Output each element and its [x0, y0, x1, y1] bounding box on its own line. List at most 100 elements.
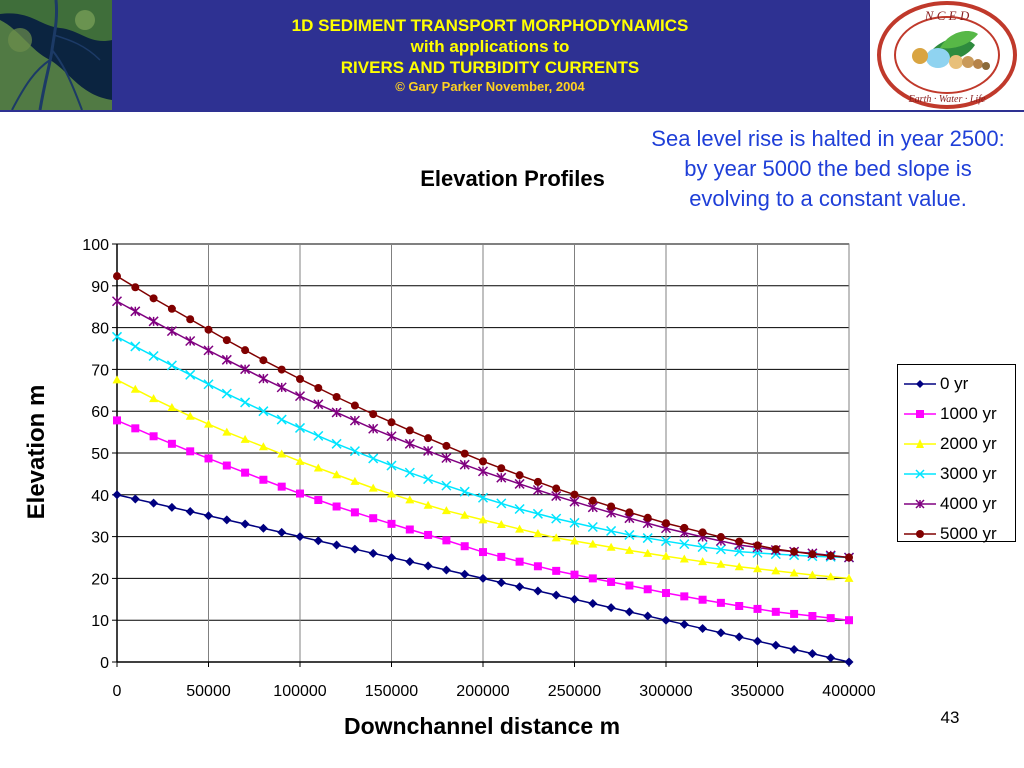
legend-item: 2000 yr: [904, 429, 1015, 459]
data-point-1000-yr: [588, 574, 597, 583]
y-tick-label: 50: [91, 446, 109, 463]
data-point-4000-yr: [203, 345, 214, 356]
x-tick-label: 100000: [273, 683, 326, 700]
data-point-5000-yr: [662, 519, 670, 528]
data-point-3000-yr: [368, 453, 379, 464]
data-point-3000-yr: [221, 388, 232, 399]
data-point-5000-yr: [808, 550, 817, 559]
data-point-3000-yr: [569, 517, 580, 528]
x-tick-label: 200000: [456, 683, 509, 700]
data-point-4000-yr: [496, 472, 507, 483]
data-point-1000-yr: [241, 468, 250, 477]
data-point-2000-yr: [423, 500, 433, 509]
data-point-0-yr: [570, 594, 579, 604]
data-point-2000-yr: [606, 542, 616, 551]
data-point-3000-yr: [679, 539, 690, 550]
data-point-3000-yr: [185, 369, 196, 380]
data-point-1000-yr: [332, 502, 341, 511]
data-point-3000-yr: [386, 460, 397, 471]
y-tick-label: 30: [91, 530, 109, 547]
data-point-4000-yr: [514, 478, 525, 489]
data-point-2000-yr: [771, 566, 781, 575]
data-point-4000-yr: [294, 391, 306, 402]
data-point-1000-yr: [479, 548, 487, 557]
header-title-line3: RIVERS AND TURBIDITY CURRENTS: [340, 57, 640, 77]
y-tick-label: 0: [100, 655, 109, 672]
data-point-2000-yr: [496, 519, 506, 528]
data-point-1000-yr: [625, 581, 634, 590]
data-point-2000-yr: [149, 394, 159, 403]
data-point-1000-yr: [204, 454, 213, 463]
data-point-1000-yr: [790, 609, 799, 618]
data-point-1000-yr: [607, 577, 616, 586]
legend-item: 5000 yr: [904, 519, 1015, 549]
legend-label: 3000 yr: [940, 464, 997, 483]
data-point-4000-yr: [423, 445, 434, 456]
data-point-0-yr: [496, 578, 506, 588]
data-point-5000-yr: [277, 365, 286, 374]
y-tick-label: 40: [91, 488, 109, 505]
data-point-5000-yr: [735, 537, 744, 546]
data-point-4000-yr: [477, 466, 489, 477]
header-copyright: © Gary Parker November, 2004: [395, 78, 585, 94]
data-point-3000-yr: [551, 513, 562, 524]
data-point-0-yr: [332, 540, 342, 550]
data-point-2000-yr: [789, 568, 799, 577]
data-point-1000-yr: [314, 496, 323, 505]
data-point-5000-yr: [222, 336, 231, 345]
data-point-0-yr: [588, 598, 598, 608]
data-point-1000-yr: [515, 557, 524, 566]
data-point-1000-yr: [735, 601, 744, 610]
data-point-4000-yr: [532, 484, 543, 496]
data-point-1000-yr: [808, 612, 817, 621]
data-point-2000-yr: [167, 402, 177, 411]
data-point-3000-yr: [258, 406, 269, 417]
data-point-2000-yr: [112, 375, 122, 384]
data-point-5000-yr: [314, 384, 323, 393]
x-tick-label: 300000: [639, 683, 692, 700]
data-point-0-yr: [295, 532, 305, 542]
data-point-5000-yr: [350, 401, 359, 410]
data-point-4000-yr: [276, 382, 287, 393]
data-point-1000-yr: [442, 536, 451, 545]
data-point-3000-yr: [130, 341, 141, 352]
data-point-1000-yr: [222, 461, 231, 470]
data-point-2000-yr: [185, 411, 195, 420]
x-tick-label: 350000: [731, 683, 784, 700]
data-point-5000-yr: [369, 410, 378, 419]
data-point-0-yr: [515, 582, 525, 592]
data-point-4000-yr: [349, 415, 360, 426]
data-point-1000-yr: [680, 592, 689, 601]
header-divider: [0, 110, 1024, 112]
data-point-0-yr: [734, 632, 744, 642]
data-point-4000-yr: [441, 452, 452, 464]
data-point-5000-yr: [607, 502, 616, 511]
legend-swatch: [904, 380, 936, 388]
data-point-4000-yr: [368, 423, 379, 434]
data-point-5000-yr: [167, 304, 176, 313]
data-point-1000-yr: [186, 447, 195, 456]
data-point-5000-yr: [643, 513, 652, 522]
data-point-2000-yr: [478, 515, 488, 524]
legend-item: 4000 yr: [904, 489, 1015, 519]
data-point-5000-yr: [460, 449, 469, 458]
y-tick-label: 80: [91, 321, 109, 338]
data-point-1000-yr: [570, 570, 579, 579]
data-point-2000-yr: [460, 510, 470, 519]
data-point-2000-yr: [826, 572, 836, 581]
x-tick-label: 0: [113, 683, 122, 700]
legend-swatch: [904, 439, 936, 448]
river-delta-satellite-image: [0, 0, 112, 110]
data-point-2000-yr: [551, 533, 561, 542]
data-point-5000-yr: [204, 325, 213, 334]
data-point-3000-yr: [148, 350, 159, 362]
data-point-3000-yr: [660, 536, 672, 547]
data-point-4000-yr: [221, 354, 232, 365]
data-point-1000-yr: [369, 514, 378, 523]
data-point-0-yr: [789, 644, 799, 654]
logo-motto: Earth · Water · Life: [908, 94, 986, 105]
data-point-4000-yr: [551, 491, 562, 502]
data-point-4000-yr: [185, 335, 196, 347]
data-point-2000-yr: [753, 564, 762, 573]
data-point-1000-yr: [405, 525, 414, 534]
